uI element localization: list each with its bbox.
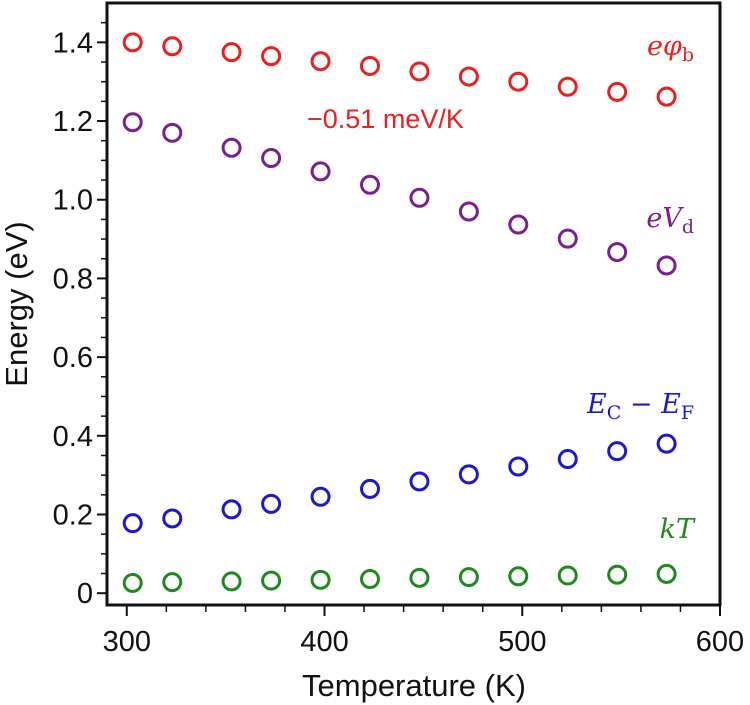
data-point-series-3 bbox=[656, 563, 677, 584]
data-point-series-1 bbox=[409, 187, 430, 208]
data-point-series-0 bbox=[557, 76, 578, 97]
data-point-series-0 bbox=[458, 66, 479, 87]
data-point-series-0 bbox=[409, 61, 430, 82]
data-point-series-2 bbox=[221, 499, 242, 520]
y-axis-title: Energy (eV) bbox=[0, 221, 34, 386]
data-point-series-0 bbox=[162, 36, 183, 57]
data-point-series-3 bbox=[221, 571, 242, 592]
y-tick-label: 0 bbox=[77, 578, 93, 610]
data-point-series-2 bbox=[607, 441, 628, 462]
data-point-series-1 bbox=[261, 148, 282, 169]
data-point-series-3 bbox=[607, 564, 628, 585]
data-points bbox=[122, 32, 677, 593]
annotation-slope: −0.51 meV/K bbox=[307, 104, 464, 134]
x-axis-ticks: 300 400 500 600 bbox=[103, 605, 744, 658]
x-tick-label: 300 bbox=[103, 626, 151, 658]
data-point-series-3 bbox=[508, 566, 529, 587]
data-point-series-0 bbox=[359, 55, 380, 76]
x-axis-title: Temperature (K) bbox=[302, 668, 526, 703]
data-point-series-3 bbox=[310, 569, 331, 590]
y-axis-ticks: 0 0.2 0.4 0.6 0.8 1.0 1.2 1.4 bbox=[53, 21, 107, 610]
x-tick-label: 500 bbox=[498, 626, 546, 658]
series-label-1: eVd bbox=[646, 203, 694, 238]
series-label-2: EC − EF bbox=[586, 389, 694, 424]
data-point-series-1 bbox=[359, 174, 380, 195]
data-point-series-3 bbox=[359, 569, 380, 590]
data-point-series-0 bbox=[656, 86, 677, 107]
data-point-series-0 bbox=[261, 46, 282, 67]
series-labels: eφb eVd EC − EF kT bbox=[586, 31, 696, 545]
data-point-series-1 bbox=[122, 112, 143, 133]
data-point-series-3 bbox=[261, 570, 282, 591]
data-point-series-3 bbox=[162, 572, 183, 593]
series-label-0: eφb bbox=[647, 31, 694, 66]
data-point-series-0 bbox=[221, 42, 242, 63]
y-tick-label: 0.4 bbox=[53, 421, 93, 453]
data-point-series-2 bbox=[310, 486, 331, 507]
data-point-series-2 bbox=[656, 433, 677, 454]
data-point-series-1 bbox=[508, 214, 529, 235]
data-point-series-1 bbox=[221, 137, 242, 158]
data-point-series-1 bbox=[607, 242, 628, 263]
y-tick-label: 0.8 bbox=[53, 263, 93, 295]
data-point-series-2 bbox=[261, 493, 282, 514]
data-point-series-2 bbox=[122, 513, 143, 534]
data-point-series-0 bbox=[122, 32, 143, 53]
data-point-series-2 bbox=[557, 449, 578, 470]
y-tick-label: 0.6 bbox=[53, 342, 93, 374]
data-point-series-3 bbox=[557, 565, 578, 586]
data-point-series-0 bbox=[607, 81, 628, 102]
y-tick-label: 0.2 bbox=[53, 500, 93, 532]
series-label-3: kT bbox=[660, 514, 696, 545]
data-point-series-3 bbox=[458, 567, 479, 588]
data-point-series-2 bbox=[359, 478, 380, 499]
data-point-series-2 bbox=[162, 508, 183, 529]
data-point-series-1 bbox=[162, 122, 183, 143]
data-point-series-0 bbox=[310, 51, 331, 72]
data-point-series-2 bbox=[409, 471, 430, 492]
data-point-series-2 bbox=[458, 464, 479, 485]
data-point-series-1 bbox=[310, 161, 331, 182]
y-tick-label: 1.2 bbox=[53, 106, 93, 138]
x-tick-label: 600 bbox=[696, 626, 744, 658]
y-tick-label: 1.0 bbox=[53, 185, 93, 217]
data-point-series-0 bbox=[508, 71, 529, 92]
plot-frame bbox=[105, 1, 722, 607]
data-point-series-1 bbox=[656, 255, 677, 276]
y-tick-label: 1.4 bbox=[53, 27, 93, 59]
data-point-series-3 bbox=[122, 572, 143, 593]
data-point-series-3 bbox=[409, 567, 430, 588]
data-point-series-2 bbox=[508, 456, 529, 477]
data-point-series-1 bbox=[458, 201, 479, 222]
x-tick-label: 400 bbox=[300, 626, 348, 658]
data-point-series-1 bbox=[557, 228, 578, 249]
